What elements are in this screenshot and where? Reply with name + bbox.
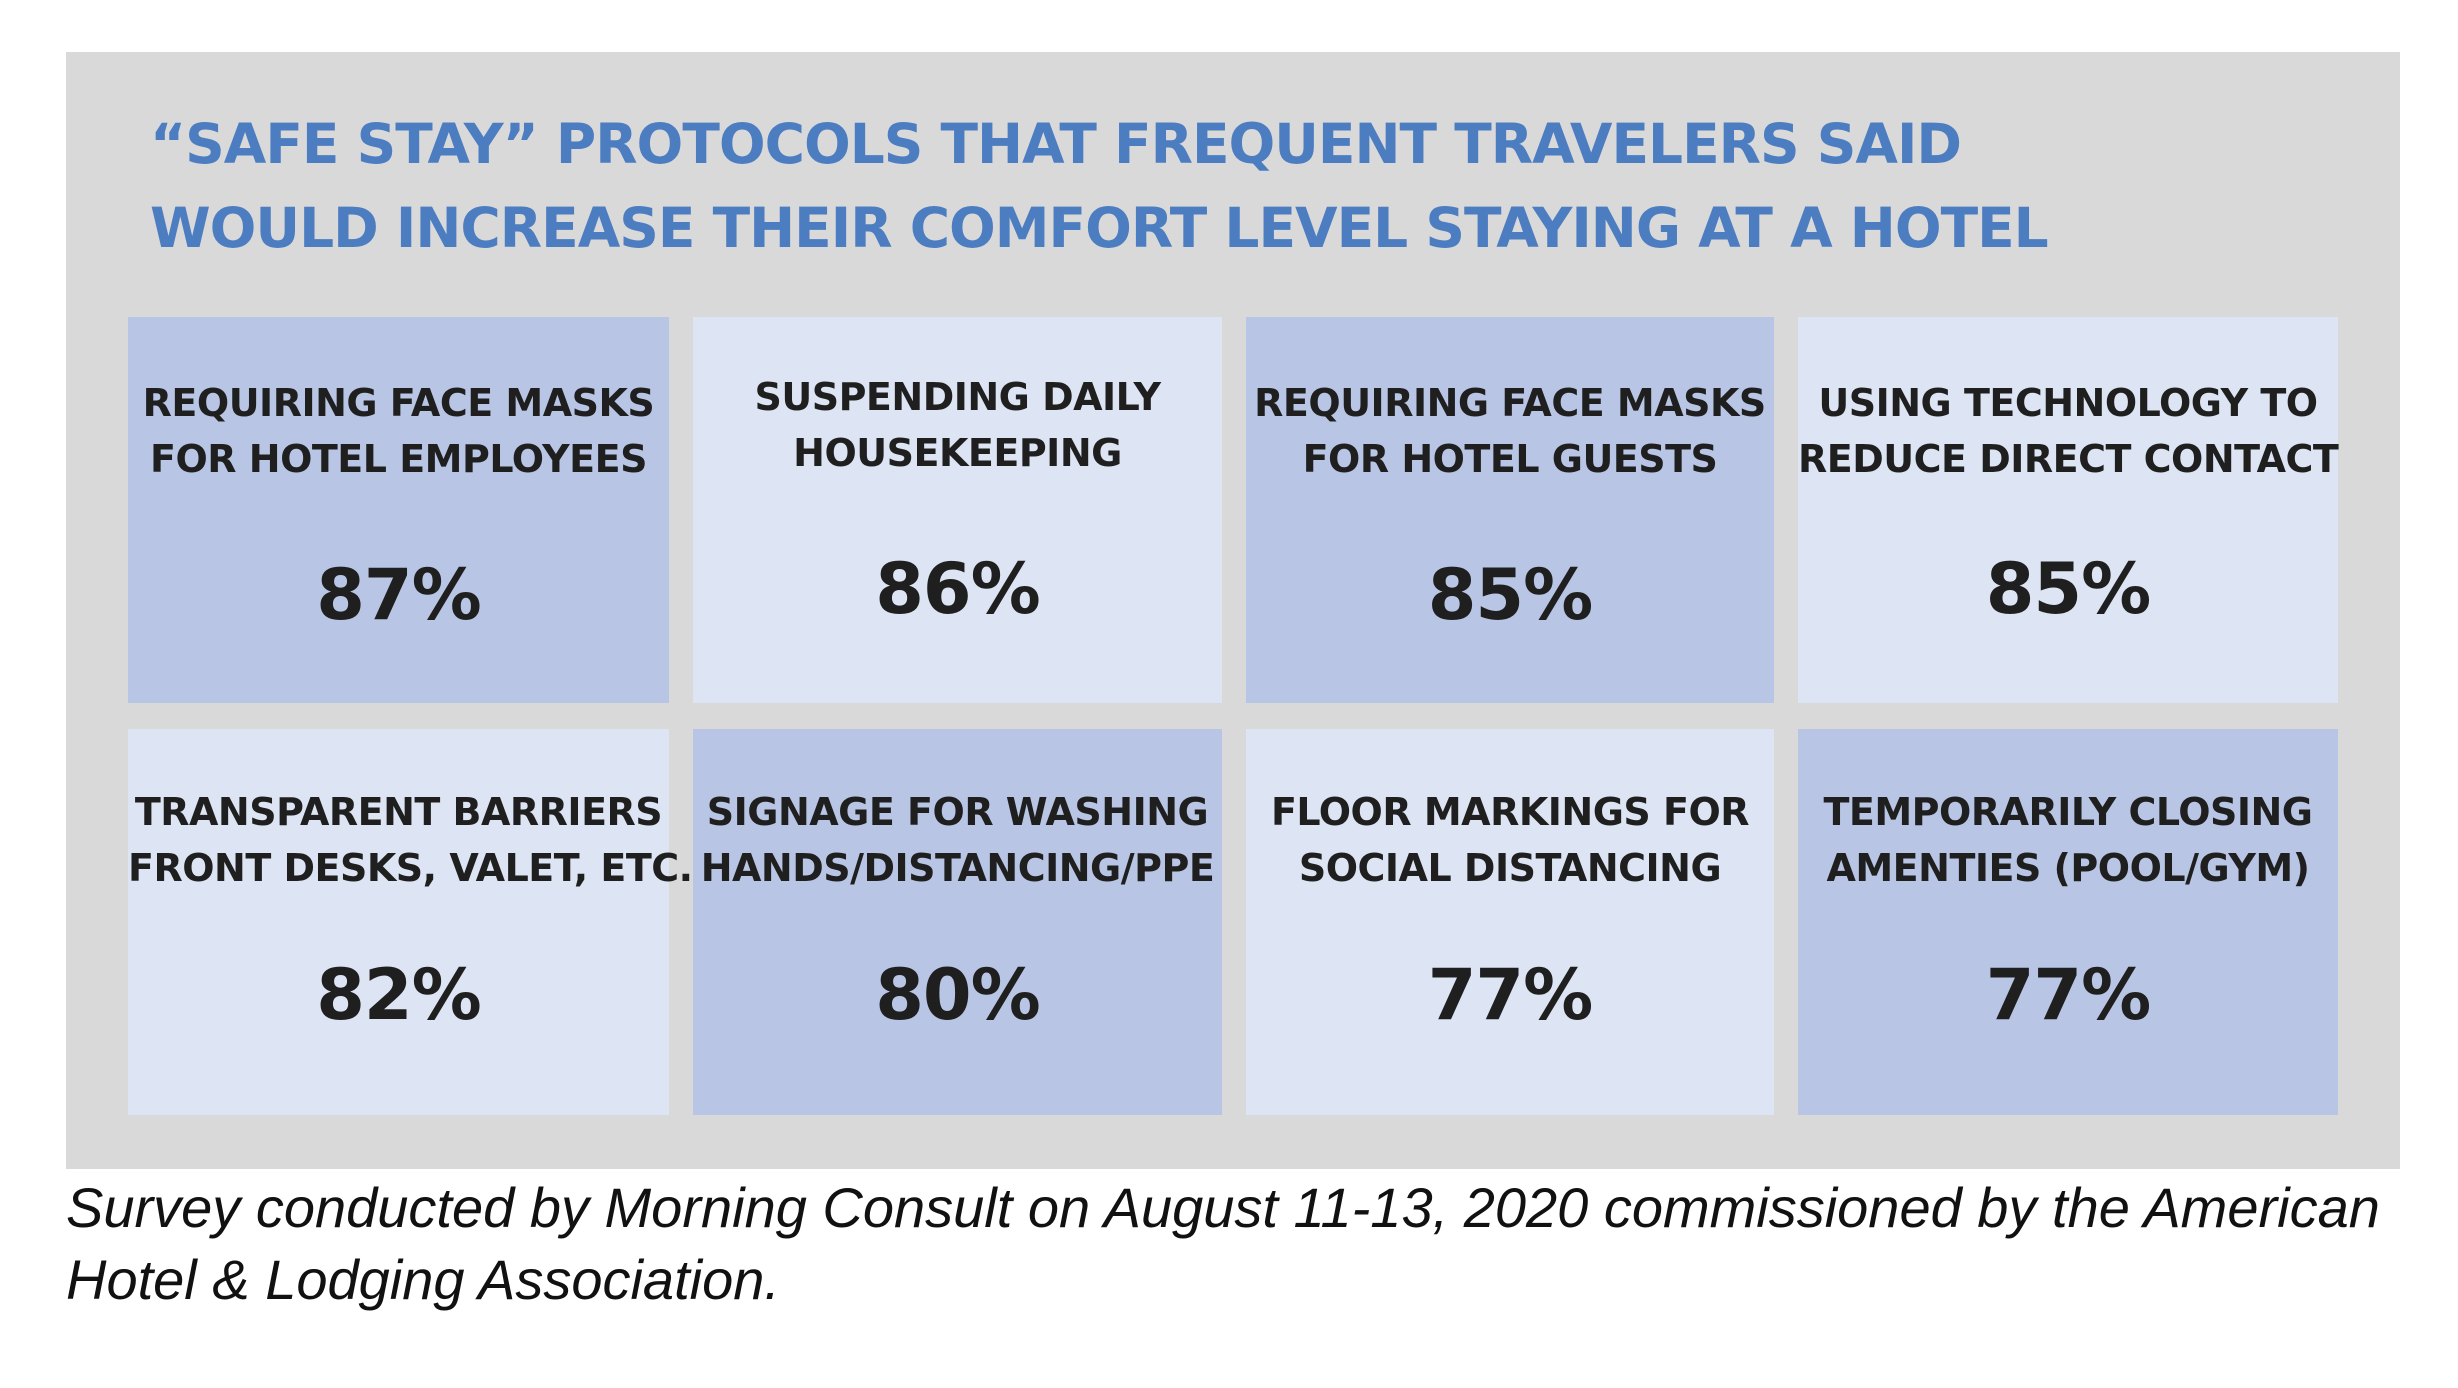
protocol-percentage: 87% xyxy=(316,554,482,636)
protocol-tile-closing-amenities: TEMPORARILY CLOSING AMENTIES (POOL/GYM) … xyxy=(1798,729,2338,1115)
title-line-2: WOULD INCREASE THEIR COMFORT LEVEL STAYI… xyxy=(150,196,2049,260)
protocol-label: REQUIRING FACE MASKS FOR HOTEL GUESTS xyxy=(1246,375,1774,487)
protocol-label-line: REDUCE DIRECT CONTACT xyxy=(1798,437,2339,481)
protocol-tile-technology-contact: USING TECHNOLOGY TO REDUCE DIRECT CONTAC… xyxy=(1798,317,2339,703)
protocol-label-line: HANDS/DISTANCING/PPE xyxy=(700,846,1215,890)
protocol-label-line: AMENTIES (POOL/GYM) xyxy=(1826,846,2310,890)
protocol-label: FLOOR MARKINGS FOR SOCIAL DISTANCING xyxy=(1246,784,1774,896)
protocol-label-line: HOUSEKEEPING xyxy=(793,431,1122,475)
protocol-label-line: TEMPORARILY CLOSING xyxy=(1823,790,2313,834)
protocol-tile-face-masks-employees: REQUIRING FACE MASKS FOR HOTEL EMPLOYEES… xyxy=(128,317,669,703)
protocol-percentage: 80% xyxy=(875,954,1041,1036)
footnote-line-1: Survey conducted by Morning Consult on A… xyxy=(66,1176,2380,1239)
protocol-percentage: 77% xyxy=(1985,954,2152,1036)
protocol-label: SUSPENDING DAILY HOUSEKEEPING xyxy=(693,369,1222,481)
protocol-label-line: USING TECHNOLOGY TO xyxy=(1818,381,2318,425)
protocol-label-line: FOR HOTEL EMPLOYEES xyxy=(150,437,647,481)
title-line-1: “SAFE STAY” PROTOCOLS THAT FREQUENT TRAV… xyxy=(150,112,1962,176)
protocol-label-line: SUSPENDING DAILY xyxy=(754,375,1161,419)
protocol-tile-signage: SIGNAGE FOR WASHING HANDS/DISTANCING/PPE… xyxy=(693,729,1222,1115)
protocol-label: REQUIRING FACE MASKS FOR HOTEL EMPLOYEES xyxy=(128,375,669,487)
protocol-label-line: REQUIRING FACE MASKS xyxy=(1254,381,1766,425)
infographic-panel: “SAFE STAY” PROTOCOLS THAT FREQUENT TRAV… xyxy=(66,52,2400,1169)
survey-footnote: Survey conducted by Morning Consult on A… xyxy=(66,1172,2380,1316)
protocol-percentage: 85% xyxy=(1985,548,2152,630)
footnote-line-2: Hotel & Lodging Association. xyxy=(66,1248,780,1311)
protocol-label: USING TECHNOLOGY TO REDUCE DIRECT CONTAC… xyxy=(1798,375,2339,487)
protocol-percentage: 82% xyxy=(316,954,482,1036)
protocol-label-line: SIGNAGE FOR WASHING xyxy=(706,790,1209,834)
protocol-label: TEMPORARILY CLOSING AMENTIES (POOL/GYM) xyxy=(1798,784,2338,896)
protocol-percentage: 77% xyxy=(1427,954,1594,1036)
protocol-tile-suspending-housekeeping: SUSPENDING DAILY HOUSEKEEPING 86% xyxy=(693,317,1222,703)
protocol-label-line: SOCIAL DISTANCING xyxy=(1298,846,1722,890)
protocol-label: TRANSPARENT BARRIERS FRONT DESKS, VALET,… xyxy=(128,784,693,896)
infographic-title: “SAFE STAY” PROTOCOLS THAT FREQUENT TRAV… xyxy=(150,102,2049,270)
protocol-tile-transparent-barriers: TRANSPARENT BARRIERS FRONT DESKS, VALET,… xyxy=(128,729,693,1115)
protocol-tile-floor-markings: FLOOR MARKINGS FOR SOCIAL DISTANCING 77% xyxy=(1246,729,1774,1115)
protocol-grid: REQUIRING FACE MASKS FOR HOTEL EMPLOYEES… xyxy=(128,317,2339,1115)
protocol-label-line: TRANSPARENT BARRIERS xyxy=(134,790,663,834)
protocol-percentage: 86% xyxy=(875,548,1041,630)
protocol-label-line: FRONT DESKS, VALET, ETC. xyxy=(128,846,693,890)
protocol-label-line: FOR HOTEL GUESTS xyxy=(1302,437,1718,481)
protocol-percentage: 85% xyxy=(1427,554,1594,636)
protocol-label-line: FLOOR MARKINGS FOR xyxy=(1270,790,1750,834)
protocol-tile-face-masks-guests: REQUIRING FACE MASKS FOR HOTEL GUESTS 85… xyxy=(1246,317,1774,703)
protocol-label-line: REQUIRING FACE MASKS xyxy=(142,381,655,425)
protocol-label: SIGNAGE FOR WASHING HANDS/DISTANCING/PPE xyxy=(693,784,1222,896)
